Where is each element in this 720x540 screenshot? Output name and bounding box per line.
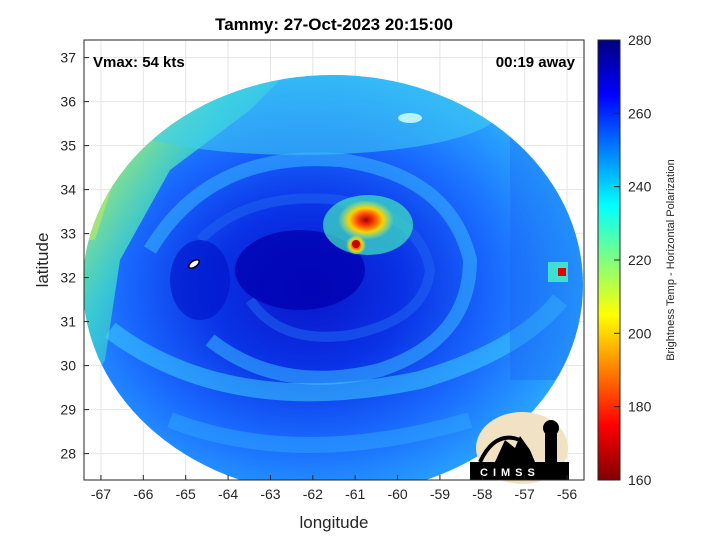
y-tick-label: 37 xyxy=(60,50,76,66)
y-tick-label: 30 xyxy=(60,358,76,374)
y-tick-label: 35 xyxy=(60,138,76,154)
y-tick-label: 31 xyxy=(60,314,76,330)
x-tick-label: -59 xyxy=(430,486,450,502)
y-tick-label: 33 xyxy=(60,226,76,242)
colorbar-tick-label: 220 xyxy=(628,252,652,268)
x-tick-label: -64 xyxy=(218,486,238,502)
y-tick-label: 36 xyxy=(60,94,76,110)
x-axis-label: longitude xyxy=(299,513,368,532)
y-axis-label: latitude xyxy=(33,233,52,288)
colorbar-tick-label: 180 xyxy=(628,399,652,415)
y-axis: 28 29 30 31 32 33 34 35 36 37 xyxy=(60,50,89,462)
x-tick-label: -56 xyxy=(557,486,577,502)
y-tick-label: 28 xyxy=(60,446,76,462)
vmax-annotation: Vmax: 54 kts xyxy=(93,54,185,71)
x-tick-label: -57 xyxy=(515,486,535,502)
x-tick-label: -65 xyxy=(176,486,196,502)
y-tick-label: 32 xyxy=(60,270,76,286)
logo-text: CIMSS xyxy=(480,467,540,479)
x-tick-label: -66 xyxy=(133,486,153,502)
cimss-logo: CIMSS xyxy=(470,412,569,484)
axes-frame xyxy=(83,39,585,481)
microwave-swath xyxy=(84,75,583,480)
x-tick-label: -61 xyxy=(345,486,365,502)
colorbar-ticks: 160 180 200 220 240 260 280 xyxy=(614,32,652,488)
x-tick-label: -58 xyxy=(472,486,492,502)
x-axis: -67 -66 -65 -64 -63 -62 -61 -60 -59 -58 -57 -56 xyxy=(91,475,577,502)
colorbar-tick-label: 160 xyxy=(628,472,652,488)
colorbar-tick-label: 240 xyxy=(628,179,652,195)
colorbar-tick-label: 280 xyxy=(628,32,652,48)
chart-title: Tammy: 27-Oct-2023 20:15:00 xyxy=(215,15,453,34)
x-tick-label: -63 xyxy=(260,486,280,502)
x-tick-label: -62 xyxy=(303,486,323,502)
x-tick-label: -60 xyxy=(387,486,407,502)
time-away-annotation: 00:19 away xyxy=(496,54,576,71)
y-tick-label: 29 xyxy=(60,402,76,418)
colorbar-label: Brightness Temp - Horizontal Polarizatio… xyxy=(665,159,677,361)
colorbar-tick-label: 260 xyxy=(628,105,652,121)
y-tick-label: 34 xyxy=(60,182,76,198)
x-tick-label: -67 xyxy=(91,486,111,502)
colorbar-tick-label: 200 xyxy=(628,325,652,341)
